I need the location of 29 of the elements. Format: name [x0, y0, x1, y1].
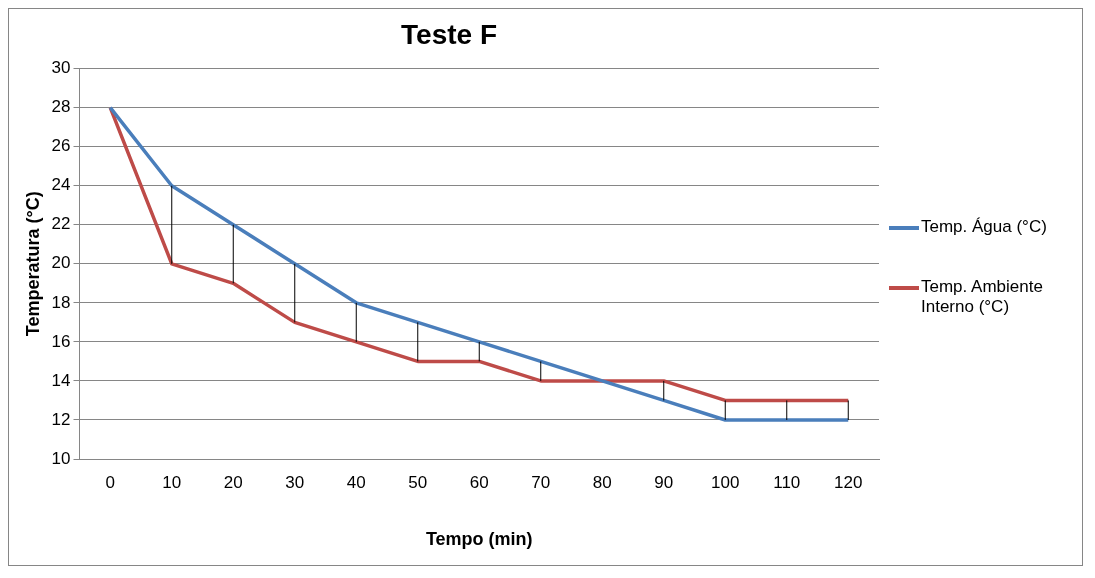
- y-tick-label: 10: [51, 448, 71, 468]
- y-tick-label: 30: [51, 58, 71, 78]
- y-tick-label: 22: [51, 214, 71, 234]
- x-tick-label: 70: [531, 472, 551, 492]
- legend-label: Temp. Ambiente Interno (°C): [921, 277, 1044, 317]
- y-tick-label: 20: [51, 253, 71, 273]
- x-tick-label: 110: [773, 472, 801, 492]
- y-tick-label: 12: [51, 409, 71, 429]
- y-tick-label: 18: [51, 292, 71, 312]
- x-tick-label: 50: [408, 472, 428, 492]
- chart-title: Teste F: [401, 18, 497, 50]
- x-tick-label: 100: [711, 472, 740, 492]
- x-tick-label: 30: [285, 472, 305, 492]
- x-tick-label: 40: [346, 472, 366, 492]
- y-axis-title: Temperatura (°C): [22, 191, 43, 337]
- x-axis-title: Tempo (min): [425, 529, 533, 550]
- y-tick-label: 14: [51, 370, 71, 390]
- y-tick-label: 28: [51, 97, 71, 117]
- x-tick-label: 80: [592, 472, 612, 492]
- x-tick-label: 0: [105, 472, 115, 492]
- x-tick-label: 10: [162, 472, 182, 492]
- x-tick-label: 120: [834, 472, 863, 492]
- x-tick-label: 90: [654, 472, 674, 492]
- y-tick-label: 24: [51, 175, 71, 195]
- x-tick-label: 20: [223, 472, 243, 492]
- legend-label: Temp. Água (°C): [921, 217, 1047, 237]
- y-tick-label: 26: [51, 136, 71, 156]
- x-tick-label: 60: [469, 472, 489, 492]
- y-tick-label: 16: [51, 331, 71, 351]
